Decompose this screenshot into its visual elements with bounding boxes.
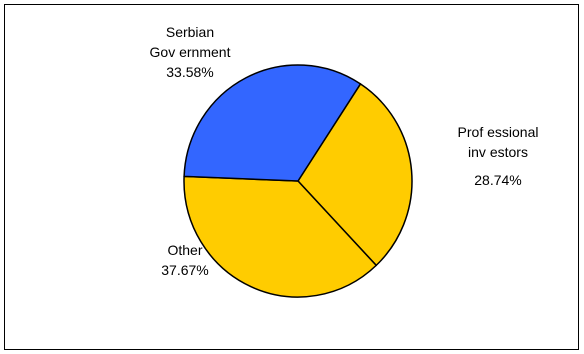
- slice-name-line-1: Prof essional: [457, 124, 539, 140]
- slice-label-serbian-government: Serbian Gov ernment 33.58%: [120, 22, 260, 82]
- slice-name-line-1: Other: [167, 242, 203, 258]
- slice-percent: 33.58%: [166, 64, 214, 80]
- slice-name-line-2: inv estors: [468, 144, 528, 160]
- slice-serbian-government: [183, 64, 362, 182]
- slice-name-line-2: Gov ernment: [149, 44, 231, 60]
- slice-label-other: Other 37.67%: [135, 240, 235, 280]
- slice-name-line-1: Serbian: [165, 24, 215, 40]
- slice-other: [183, 175, 377, 298]
- slice-percent: 28.74%: [474, 172, 522, 188]
- slice-percent: 37.67%: [161, 262, 209, 278]
- slice-label-professional-investors: Prof essional inv estors 28.74%: [438, 122, 558, 190]
- slice-professional-investors: [297, 83, 413, 267]
